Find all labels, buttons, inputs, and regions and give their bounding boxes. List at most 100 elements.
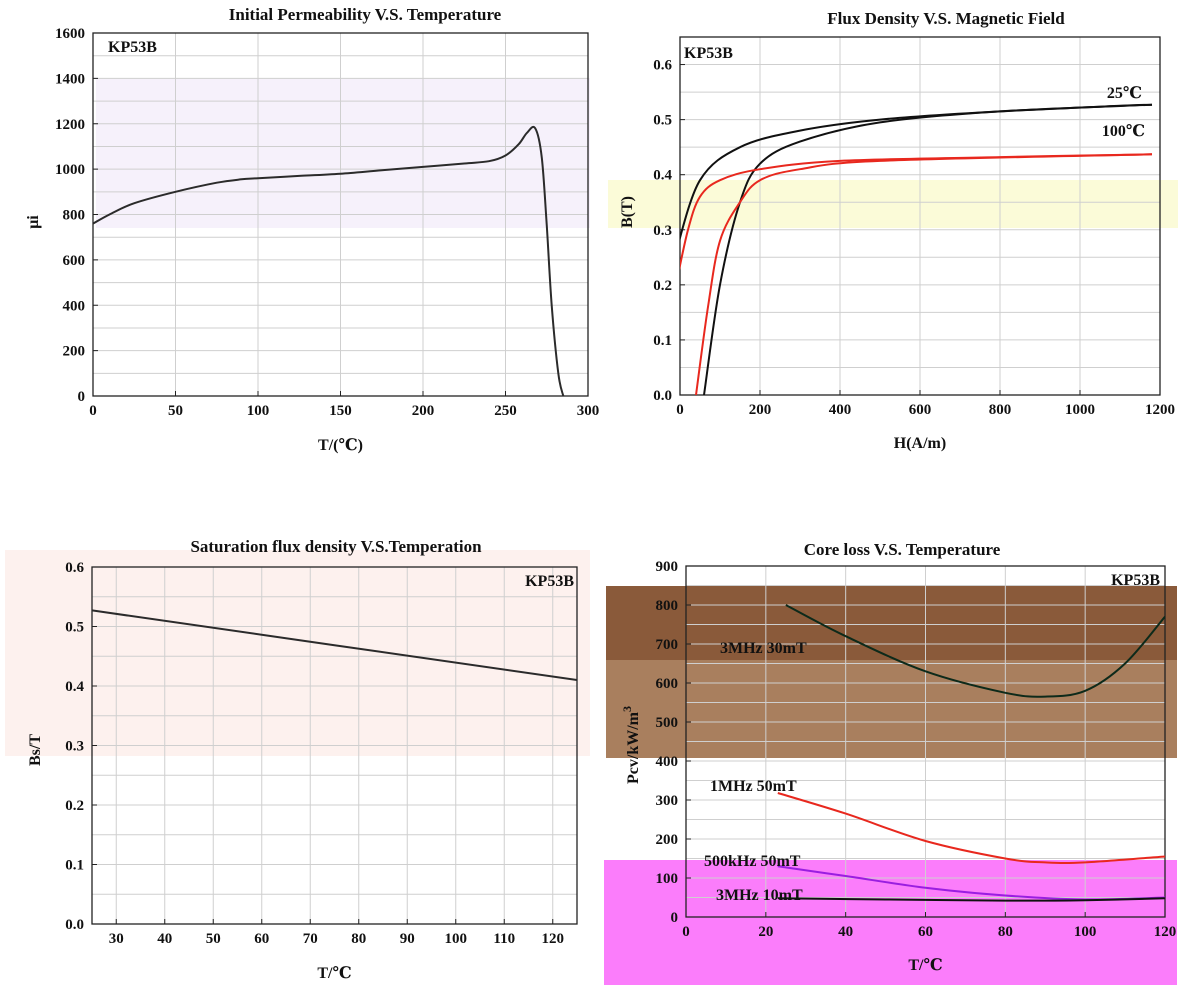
- y-tick-label: 600: [63, 253, 86, 269]
- y-axis-label: B(T): [619, 196, 636, 228]
- series-line-0: [92, 609, 577, 681]
- y-tick-label: 500: [656, 715, 679, 731]
- x-axis-label: T/(℃): [318, 437, 363, 454]
- material-label: KP53B: [108, 39, 157, 56]
- x-tick-label: 0: [676, 402, 684, 418]
- y-tick-label: 0.6: [65, 560, 84, 576]
- series-annotation: 1MHz 50mT: [710, 778, 797, 795]
- y-tick-label: 1400: [55, 71, 85, 87]
- x-tick-label: 120: [1154, 924, 1177, 940]
- x-tick-label: 80: [998, 924, 1013, 940]
- highlight-band-saturation: [5, 550, 590, 756]
- x-axis-label: T/℃: [908, 957, 942, 974]
- x-tick-label: 600: [909, 402, 932, 418]
- y-axis-label-superscript: 3: [620, 706, 634, 712]
- x-axis-label: H(A/m): [894, 435, 946, 452]
- x-tick-label: 0: [682, 924, 690, 940]
- y-tick-label: 100: [656, 871, 679, 887]
- y-axis-label: Pcv/kW/m3: [620, 706, 642, 784]
- y-tick-label: 0: [78, 389, 86, 405]
- x-tick-label: 100: [445, 931, 468, 947]
- x-tick-label: 110: [493, 931, 515, 947]
- x-tick-label: 400: [829, 402, 852, 418]
- y-tick-label: 0.3: [653, 223, 672, 239]
- highlight-band-coreloss-light: [606, 660, 1177, 758]
- chart-title: Flux Density V.S. Magnetic Field: [827, 9, 1065, 28]
- x-tick-label: 80: [351, 931, 366, 947]
- y-tick-label: 0.2: [65, 798, 84, 814]
- series-line-0: [785, 604, 1165, 698]
- series-annotation: 25℃: [1107, 85, 1142, 102]
- y-tick-label: 0.0: [653, 388, 672, 404]
- y-tick-label: 0.4: [65, 679, 84, 695]
- y-tick-label: 900: [656, 559, 679, 575]
- x-tick-label: 60: [254, 931, 269, 947]
- x-tick-label: 90: [400, 931, 415, 947]
- y-tick-label: 0.2: [653, 278, 672, 294]
- x-tick-label: 1200: [1145, 402, 1175, 418]
- x-tick-label: 30: [109, 931, 124, 947]
- chart-title: Core loss V.S. Temperature: [804, 540, 1001, 559]
- material-label: KP53B: [684, 45, 733, 62]
- y-tick-label: 0.3: [65, 739, 84, 755]
- highlight-band-flux: [608, 180, 1178, 228]
- x-tick-label: 0: [89, 403, 97, 419]
- x-tick-label: 100: [1074, 924, 1097, 940]
- x-tick-label: 300: [577, 403, 600, 419]
- x-tick-label: 1000: [1065, 402, 1095, 418]
- highlight-band-coreloss-dark: [606, 586, 1177, 660]
- y-tick-label: 0.4: [653, 168, 672, 184]
- y-tick-label: 1000: [55, 162, 85, 178]
- chart-core-loss: 0 20 40 60 80 100 120 0 100 200 300 400 500 600 700 800…: [620, 540, 1176, 974]
- y-tick-label: 800: [63, 208, 86, 224]
- y-tick-label: 0.5: [653, 113, 672, 129]
- x-tick-label: 250: [494, 403, 517, 419]
- y-tick-label: 0.0: [65, 917, 84, 933]
- y-tick-label: 1200: [55, 117, 85, 133]
- y-tick-label: 0.1: [653, 333, 672, 349]
- chart-permeability: 0 50 100 150 200 250 300 0 200 400 600 800 1000 1200 1…: [25, 5, 599, 454]
- x-tick-label: 40: [838, 924, 853, 940]
- x-tick-label: 50: [168, 403, 183, 419]
- material-label: KP53B: [525, 573, 574, 590]
- y-tick-label: 200: [656, 832, 679, 848]
- x-tick-label: 150: [329, 403, 352, 419]
- y-tick-label: 0: [671, 910, 679, 926]
- chart-title: Initial Permeability V.S. Temperature: [229, 5, 502, 24]
- y-tick-label: 1600: [55, 26, 85, 42]
- y-tick-label: 200: [63, 344, 86, 360]
- y-tick-label: 400: [656, 754, 679, 770]
- x-tick-label: 50: [206, 931, 221, 947]
- series-line-1: [703, 103, 1153, 395]
- x-tick-label: 800: [989, 402, 1012, 418]
- y-tick-label: 400: [63, 298, 86, 314]
- y-axis-label: Bs/T: [27, 734, 44, 766]
- y-tick-label: 0.6: [653, 58, 672, 74]
- series-line-3: [777, 897, 1165, 902]
- series-line-1: [777, 792, 1165, 864]
- y-tick-label: 600: [656, 676, 679, 692]
- y-axis-label: μi: [25, 215, 42, 229]
- y-tick-label: 0.1: [65, 858, 84, 874]
- highlight-band-permeability: [96, 78, 590, 228]
- highlight-band-coreloss-pink: [604, 860, 1177, 985]
- x-tick-label: 100: [247, 403, 270, 419]
- series-annotation: 3MHz 10mT: [716, 887, 803, 904]
- x-tick-label: 120: [542, 931, 565, 947]
- y-tick-label: 300: [656, 793, 679, 809]
- series-annotation: 3MHz 30mT: [720, 640, 807, 657]
- chart-flux-density: 0 200 400 600 800 1000 1200 0.0 0.1 0.2 0.3 0.4 0.5 0…: [619, 9, 1175, 452]
- x-tick-label: 40: [157, 931, 172, 947]
- x-tick-label: 60: [918, 924, 933, 940]
- y-tick-label: 800: [656, 598, 679, 614]
- y-tick-label: 700: [656, 637, 679, 653]
- chart-title: Saturation flux density V.S.Temperation: [190, 537, 482, 556]
- chart-saturation: 30 40 50 60 70 80 90 100 110 120 0.0 0.1 0.2 0.3 0.4 0.…: [27, 537, 578, 982]
- series-line-0: [93, 125, 565, 396]
- series-line-3: [695, 153, 1153, 395]
- x-axis-label: T/℃: [317, 965, 351, 982]
- series-annotation: 500kHz 50mT: [704, 853, 801, 870]
- x-tick-label: 70: [303, 931, 318, 947]
- y-tick-label: 0.5: [65, 620, 84, 636]
